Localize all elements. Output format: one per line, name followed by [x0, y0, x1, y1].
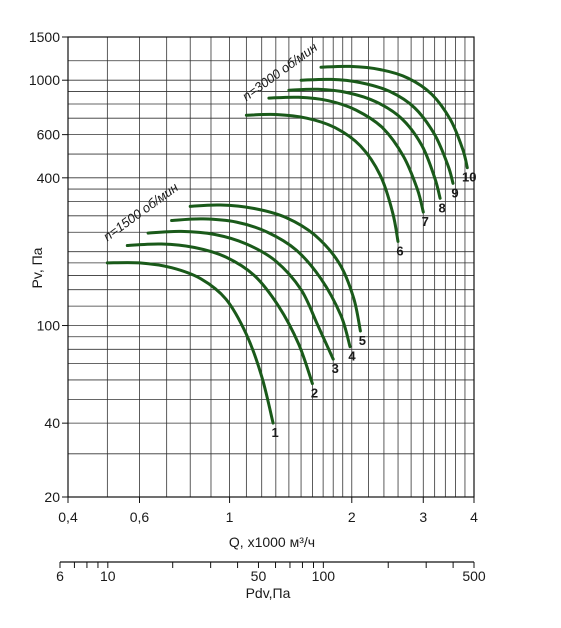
secondary-tick-label: 100 — [312, 568, 336, 584]
fan-curve-8 — [287, 87, 442, 200]
fan-curve-6 — [244, 112, 400, 243]
curve-number-label: 4 — [348, 349, 356, 364]
x-tick-label: 1 — [226, 509, 234, 525]
y-axis-title: Pv, Па — [29, 247, 45, 288]
curve-number-label: 3 — [332, 361, 339, 376]
x-tick-label: 3 — [419, 509, 427, 525]
y-tick-label: 40 — [44, 415, 60, 431]
curve-number-label: 8 — [438, 200, 445, 215]
fan-curve-5 — [188, 203, 362, 333]
curve-number-label: 6 — [396, 244, 403, 259]
x-tick-label: 2 — [348, 509, 356, 525]
secondary-axis-title: Pdv,Па — [246, 585, 291, 601]
curve-number-label: 5 — [359, 333, 366, 348]
y-tick-label: 1500 — [29, 29, 60, 45]
x-tick-label: 4 — [470, 509, 478, 525]
fan-curve-10 — [319, 64, 469, 170]
fan-curve-3 — [146, 229, 335, 361]
x-tick-label: 0,4 — [58, 509, 78, 525]
curve-number-label: 9 — [451, 185, 458, 200]
y-tick-label: 600 — [37, 127, 61, 143]
y-tick-label: 20 — [44, 489, 60, 505]
fan-curve-9 — [299, 77, 455, 185]
curve-number-label: 1 — [271, 425, 278, 440]
x-axis-title: Q, x1000 м³/ч — [229, 534, 315, 550]
plot-frame — [67, 36, 475, 498]
secondary-tick-label: 500 — [462, 568, 486, 584]
fan-curve-4 — [170, 217, 352, 349]
y-tick-label: 400 — [37, 170, 61, 186]
secondary-axis-layer: 6 10 50 100 500 — [56, 561, 486, 584]
curves-layer — [105, 64, 469, 425]
curve-number-label: 10 — [462, 170, 476, 185]
curve-number-label: 2 — [311, 386, 318, 401]
secondary-tick-label: 10 — [100, 568, 116, 584]
curve-number-label: 7 — [422, 214, 429, 229]
secondary-tick-label: 50 — [251, 568, 267, 584]
fan-curve-2 — [125, 242, 314, 386]
fan-curve-7 — [267, 95, 425, 214]
fan-curve-1 — [105, 261, 275, 425]
y-tick-label: 1000 — [29, 72, 60, 88]
y-tick-label: 100 — [37, 318, 61, 334]
x-tick-label: 0,6 — [130, 509, 150, 525]
secondary-tick-label: 6 — [56, 568, 64, 584]
